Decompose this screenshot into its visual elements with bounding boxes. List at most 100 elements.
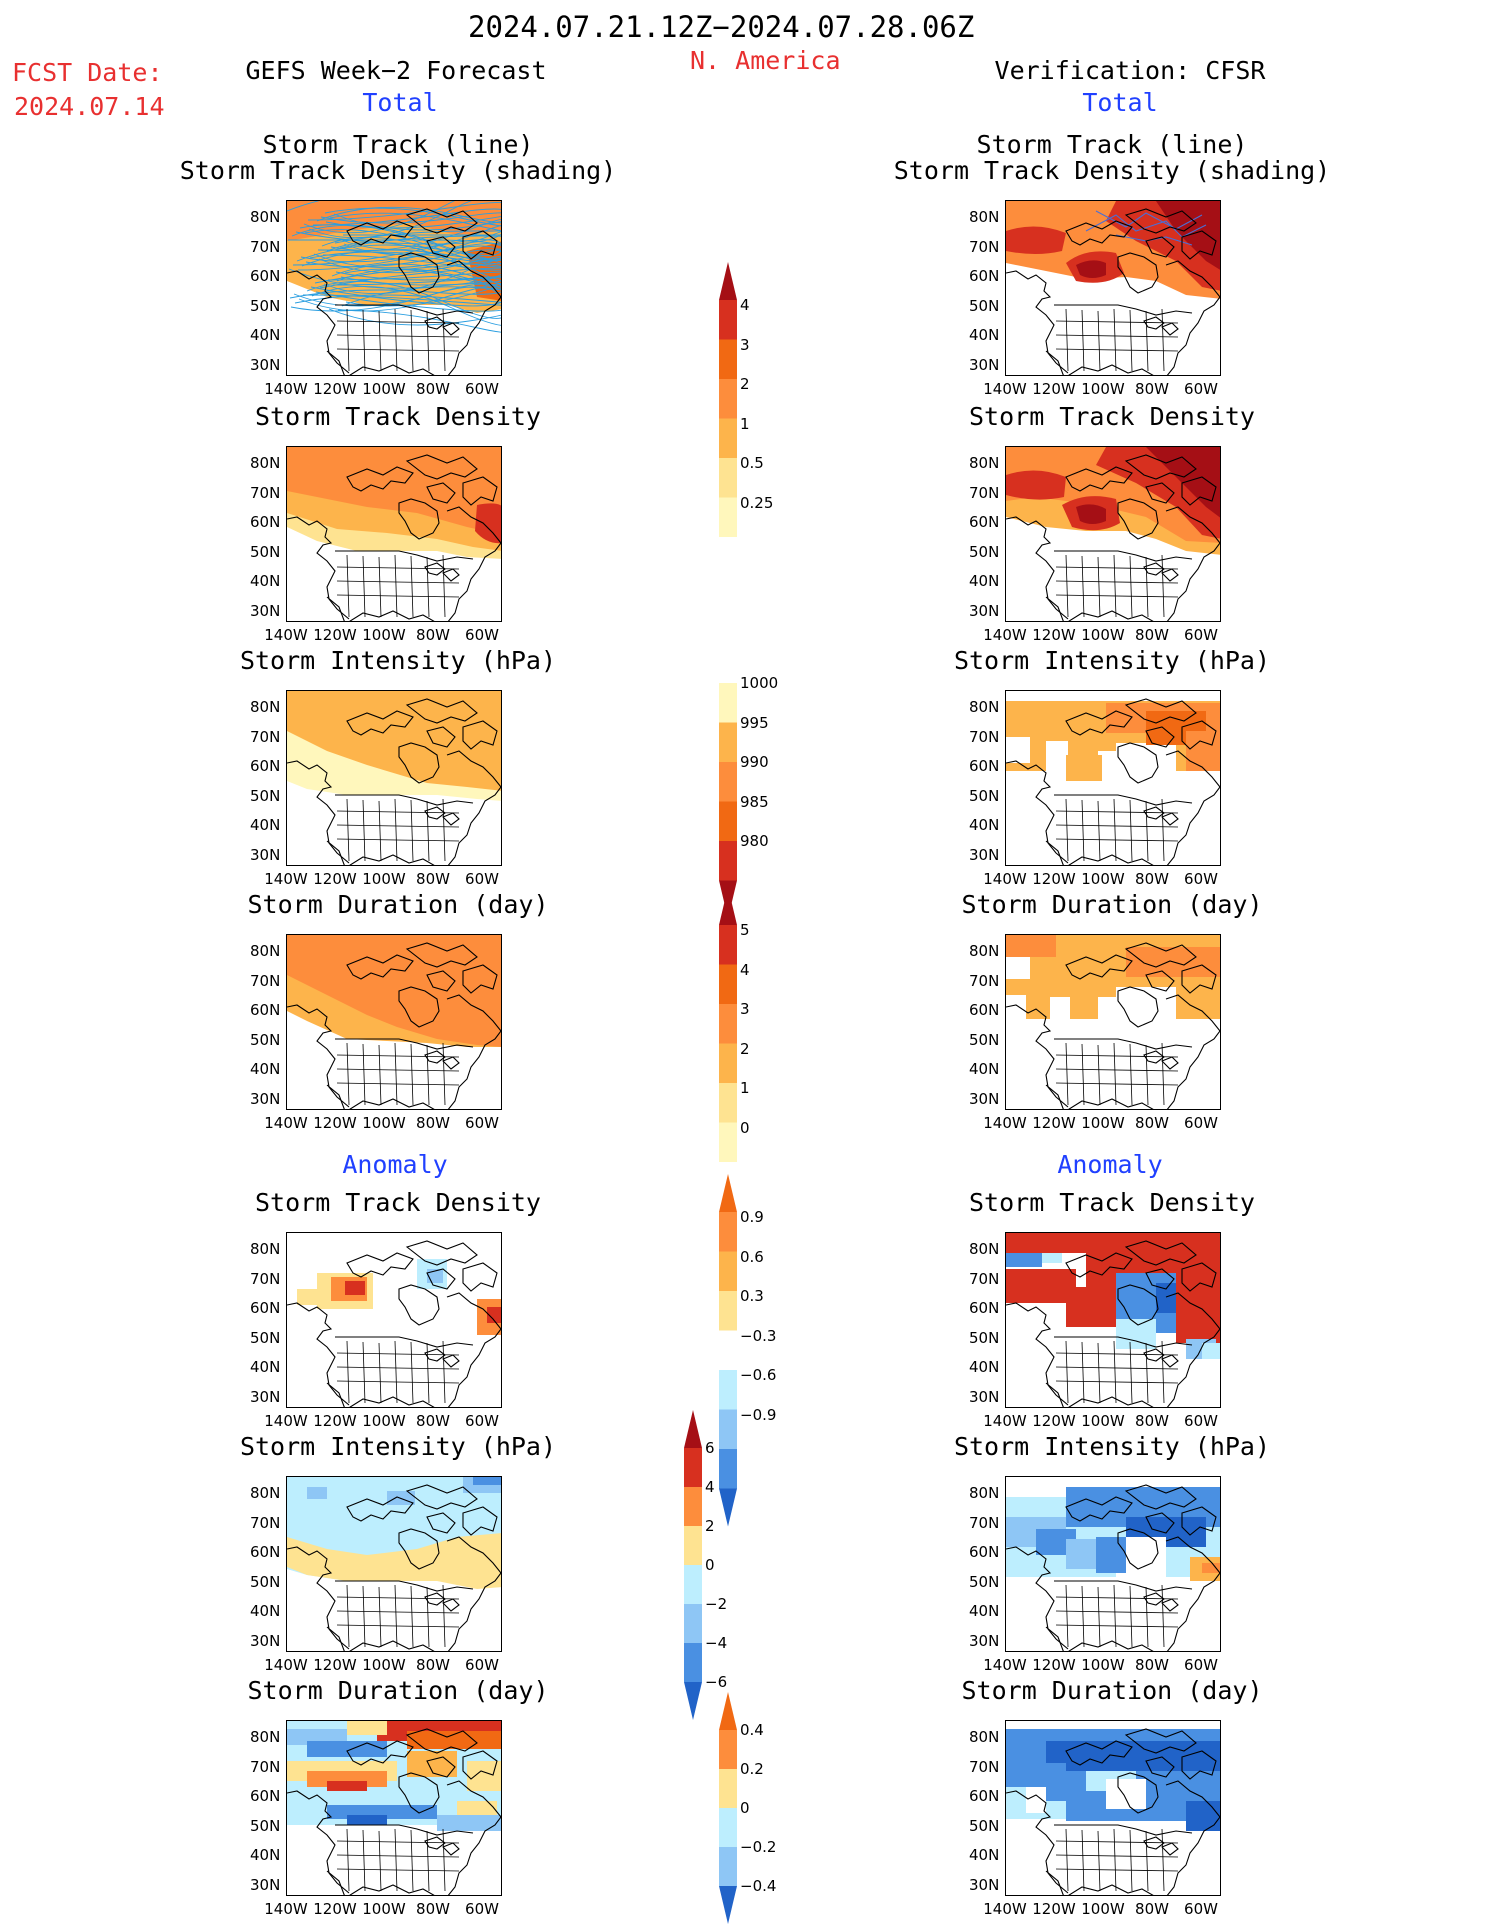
state-border xyxy=(378,556,382,618)
map-canvas xyxy=(287,201,501,375)
lat-tick-label: 60N xyxy=(250,267,281,285)
state-border xyxy=(1055,1868,1179,1872)
coastline-path xyxy=(1145,236,1175,258)
coastline-path xyxy=(1065,1740,1133,1766)
state-border xyxy=(394,308,398,372)
coastline-path xyxy=(424,1836,446,1850)
shading-cell xyxy=(407,1731,501,1749)
state-border xyxy=(1097,1342,1101,1404)
coastline-path xyxy=(442,1056,460,1070)
lat-tick-label: 40N xyxy=(969,1846,1000,1864)
lat-tick-label: 80N xyxy=(250,454,281,472)
shading-cell xyxy=(1042,1253,1062,1263)
coastline-path xyxy=(1006,1302,1069,1406)
shading-cell xyxy=(1006,1253,1042,1267)
colorbar-swatch xyxy=(719,1212,737,1252)
shading-cell xyxy=(347,1815,387,1825)
colorbar-label: 990 xyxy=(740,753,769,771)
state-border xyxy=(1161,1042,1165,1106)
lon-tick-label: 80W xyxy=(1135,626,1169,644)
state-border xyxy=(362,1043,366,1106)
coastline-path xyxy=(1165,1292,1220,1407)
map-canvas xyxy=(287,1477,501,1651)
shading-region xyxy=(1006,470,1066,500)
colorbar-label: 2 xyxy=(740,375,750,393)
vf-density-title: Storm Track Density xyxy=(969,402,1255,431)
vf-intensity-map xyxy=(1005,690,1221,866)
colorbar-label: −6 xyxy=(705,1673,728,1691)
state-border xyxy=(1065,1828,1069,1892)
lat-tick-label: 80N xyxy=(250,1240,281,1258)
state-border xyxy=(1161,1340,1165,1404)
state-border xyxy=(1055,334,1179,338)
state-border xyxy=(1129,799,1133,862)
vf-duration-map xyxy=(1005,934,1221,1110)
shading-cell xyxy=(1046,1741,1220,1771)
lat-tick-label: 70N xyxy=(250,1757,281,1776)
state-border xyxy=(1097,556,1101,618)
lat-tick-label: 60N xyxy=(969,1543,1000,1561)
map-canvas xyxy=(1006,447,1220,621)
state-border xyxy=(1097,1586,1101,1648)
lat-tick-label: 60N xyxy=(969,1001,1000,1019)
coastline-path xyxy=(1124,1728,1197,1754)
coastline-path xyxy=(442,322,460,336)
colorbar-swatch xyxy=(684,1448,702,1487)
state-border xyxy=(1055,594,1179,598)
lat-tick-label: 50N xyxy=(969,1816,1000,1835)
lat-tick-label: 70N xyxy=(250,483,281,502)
state-border xyxy=(336,1068,460,1072)
state-border xyxy=(346,308,350,372)
state-border xyxy=(346,798,350,862)
coastline-path xyxy=(1165,1536,1220,1651)
coastline-path xyxy=(346,466,414,492)
colorbar-label: 985 xyxy=(740,792,769,811)
coastline-path xyxy=(326,350,345,375)
fc-anom-intensity-title: Storm Intensity (hPa) xyxy=(239,1432,557,1461)
lat-tick-label: 40N xyxy=(969,1358,1000,1376)
vf-anom-density-title: Storm Track Density xyxy=(969,1188,1255,1217)
shading-cell xyxy=(1006,691,1220,701)
colorbar-label: −0.4 xyxy=(740,1877,777,1895)
coastline-path xyxy=(1054,794,1193,806)
coastline-path xyxy=(1124,208,1197,234)
state-border xyxy=(336,838,460,842)
state-border xyxy=(1113,1340,1117,1404)
lon-tick-label: 100W xyxy=(1081,626,1125,644)
colorbar-label: −0.3 xyxy=(740,1326,777,1345)
colorbar-label: 0.2 xyxy=(740,1760,764,1778)
coastline-path xyxy=(462,964,498,994)
coastline-path xyxy=(349,364,435,375)
storm-track-line xyxy=(312,208,501,226)
state-border xyxy=(1055,1082,1179,1086)
state-border xyxy=(1055,320,1179,324)
shading-region xyxy=(475,503,501,544)
coastline-path xyxy=(1124,942,1197,968)
colorbar-label: 995 xyxy=(740,713,769,732)
lat-tick-label: 40N xyxy=(250,1602,281,1620)
colorbar-label: 0.6 xyxy=(740,1247,764,1266)
shading-cell xyxy=(1202,1343,1220,1359)
lon-tick-label: 120W xyxy=(1032,1412,1076,1430)
lat-tick-label: 50N xyxy=(250,1816,281,1835)
coastline-path xyxy=(1145,970,1175,992)
state-border xyxy=(1113,554,1117,618)
coastline-path xyxy=(1117,498,1159,540)
coastline-path xyxy=(326,1382,345,1407)
shading-region xyxy=(1006,226,1066,254)
colorbar-swatch xyxy=(719,841,737,881)
lat-tick-label: 40N xyxy=(969,326,1000,344)
coastline-path xyxy=(287,1790,350,1894)
storm-track-line xyxy=(327,271,501,281)
lon-tick-label: 140W xyxy=(983,1900,1027,1918)
coastline-path xyxy=(1065,466,1133,492)
lon-tick-label: 140W xyxy=(264,380,308,398)
shading-cell xyxy=(1006,995,1026,1025)
coastline-path xyxy=(287,1004,350,1108)
coastline-path xyxy=(326,840,345,865)
lon-tick-label: 80W xyxy=(416,1900,450,1918)
verification-column-title: Verification: CFSR xyxy=(994,56,1266,85)
state-border xyxy=(336,334,460,338)
storm-track-line xyxy=(323,258,501,295)
lon-tick-label: 80W xyxy=(416,870,450,888)
